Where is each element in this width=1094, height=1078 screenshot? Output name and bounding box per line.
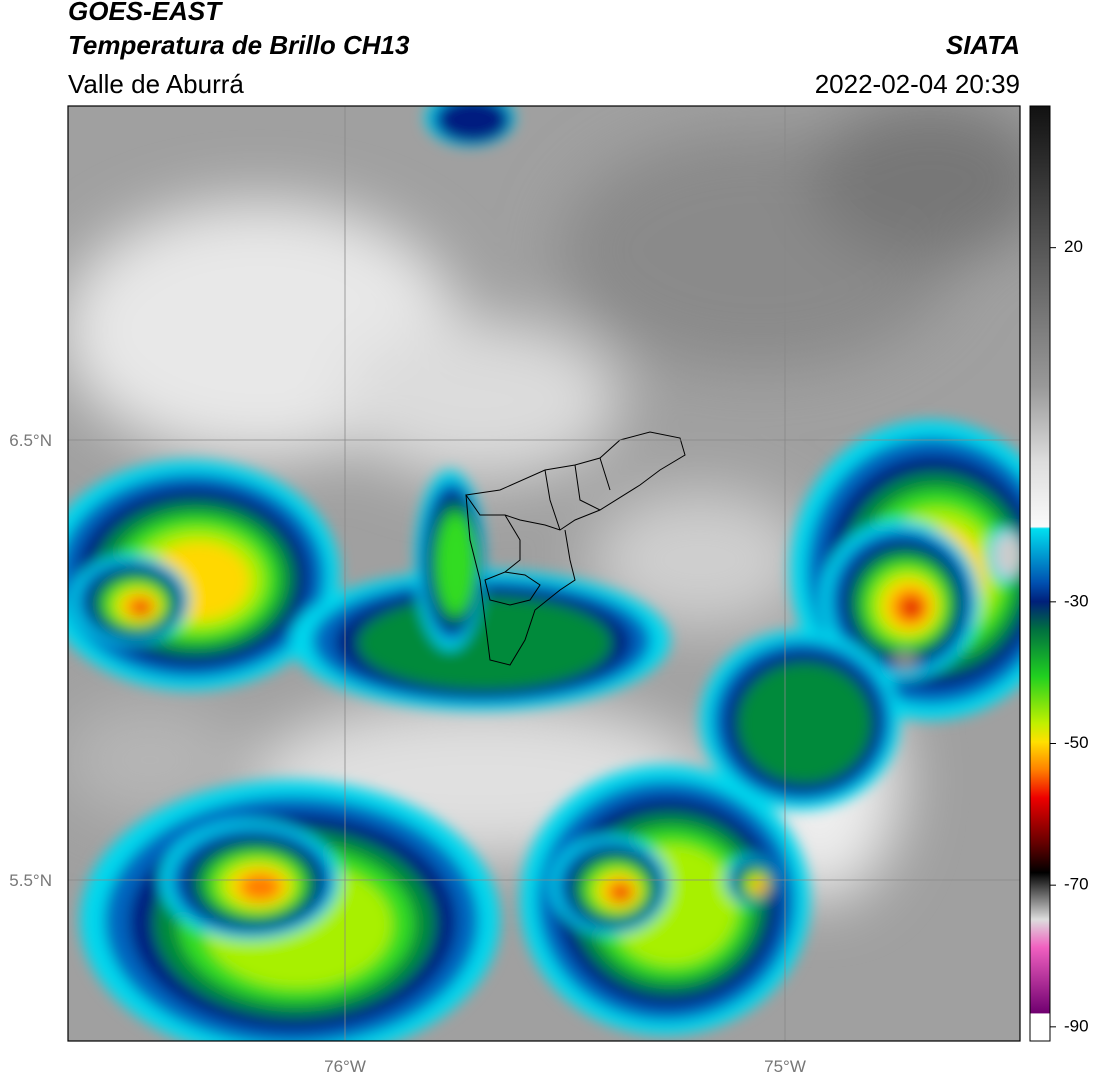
colorbar-tick-label: 20 <box>1064 237 1083 256</box>
cloud-layer <box>902 598 922 618</box>
lat-label: 6.5°N <box>9 431 52 450</box>
source: SIATA <box>946 30 1020 60</box>
colorbar-tick-label: -30 <box>1064 591 1089 610</box>
cloud-top <box>893 650 917 670</box>
colorbar <box>1029 105 1051 1042</box>
colorbar-tick-label: -90 <box>1064 1016 1089 1035</box>
cloud-top <box>994 533 1020 577</box>
colorbar-tick-label: -50 <box>1064 733 1089 752</box>
map-frame <box>67 105 1021 1042</box>
satellite-image <box>68 106 1020 1041</box>
cloud-layer <box>134 602 150 614</box>
region: Valle de Aburrá <box>68 69 244 99</box>
cloud-layer <box>912 608 915 610</box>
title: GOES-EAST <box>68 0 223 26</box>
cloud-layer <box>437 106 509 142</box>
cloud-layer <box>239 873 282 901</box>
lat-label: 5.5°N <box>9 871 52 890</box>
lon-label: 75°W <box>764 1057 806 1076</box>
colorbar-tick-label: -70 <box>1064 875 1089 894</box>
lon-label: 76°W <box>324 1057 366 1076</box>
datetime: 2022-02-04 20:39 <box>815 69 1020 99</box>
cloud-layer <box>357 596 612 690</box>
cloud-layer <box>436 513 476 615</box>
cloud-layer <box>737 662 872 784</box>
cloud-layer <box>759 885 765 891</box>
cloud-layer <box>614 887 630 899</box>
subtitle: Temperatura de Brillo CH13 <box>68 30 410 60</box>
